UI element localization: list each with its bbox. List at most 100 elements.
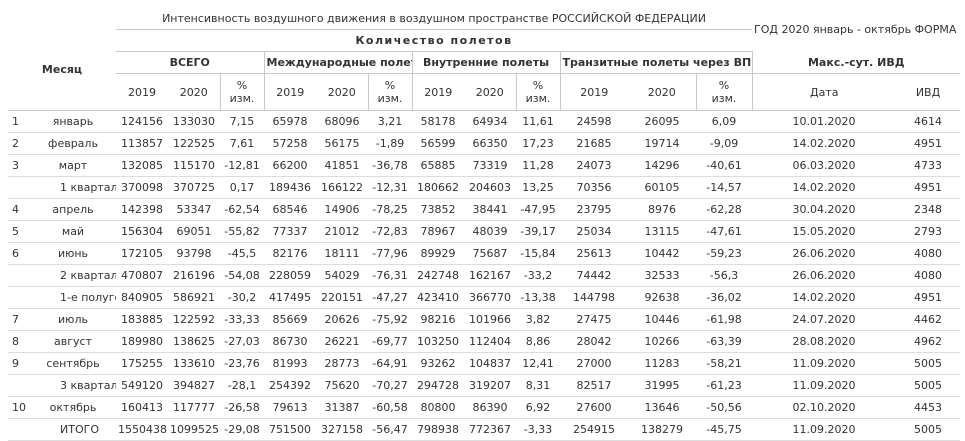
- cell-value: 17,23: [516, 132, 560, 155]
- cell-value: 23795: [560, 198, 628, 221]
- cell-value: -77,96: [368, 242, 412, 265]
- dom-pct-header: % изм.: [515, 73, 561, 111]
- cell-value: 4080: [896, 242, 961, 265]
- cell-value: 11.09.2020: [752, 374, 897, 397]
- cell-value: 10.01.2020: [752, 110, 897, 133]
- cell-value: -45,75: [696, 418, 753, 441]
- flights-count-header: Количество полетов: [116, 29, 753, 52]
- cell-value: 101966: [464, 308, 516, 331]
- cell-value: 21685: [560, 132, 628, 155]
- cell-value: 142398: [116, 198, 168, 221]
- cell-value: 70356: [560, 176, 628, 199]
- row-number: [8, 418, 30, 441]
- cell-value: 4462: [896, 308, 961, 331]
- row-number: 1: [8, 110, 30, 133]
- cell-value: 11283: [628, 352, 696, 375]
- cell-value: 132085: [116, 154, 168, 177]
- cell-value: 14296: [628, 154, 696, 177]
- row-number: [8, 264, 30, 287]
- cell-value: 13646: [628, 396, 696, 419]
- cell-value: 93798: [168, 242, 220, 265]
- group-header-row: ВСЕГО Международные полеты Внутренние по…: [8, 51, 961, 74]
- cell-value: 75620: [316, 374, 368, 397]
- cell-value: 78967: [412, 220, 464, 243]
- cell-value: -26,58: [220, 396, 264, 419]
- cell-value: 144798: [560, 286, 628, 309]
- cell-value: 4080: [896, 264, 961, 287]
- row-label: март: [30, 154, 116, 177]
- table-row: 4 апрель 142398 53347 -62,54 68546 14906 -78,25…: [8, 198, 961, 221]
- cell-value: 02.10.2020: [752, 396, 897, 419]
- row-label: 1 квартал: [30, 176, 116, 199]
- cell-value: -27,03: [220, 330, 264, 353]
- cell-value: 327158: [316, 418, 368, 441]
- cell-value: -28,1: [220, 374, 264, 397]
- cell-value: 216196: [168, 264, 220, 287]
- cell-value: 4951: [896, 176, 961, 199]
- cell-value: -12,81: [220, 154, 264, 177]
- cell-value: 5005: [896, 352, 961, 375]
- transit-pct-header: % изм.: [695, 73, 753, 111]
- cell-value: 417495: [264, 286, 316, 309]
- cell-value: 68096: [316, 110, 368, 133]
- cell-value: 180662: [412, 176, 464, 199]
- cell-value: 15.05.2020: [752, 220, 897, 243]
- report-title: Интенсивность воздушного движения в возд…: [116, 8, 753, 30]
- cell-value: 115170: [168, 154, 220, 177]
- cell-value: 89929: [412, 242, 464, 265]
- cell-value: 65885: [412, 154, 464, 177]
- cell-value: 4951: [896, 132, 961, 155]
- domestic-header: Внутренние полеты: [412, 51, 561, 74]
- cell-value: 10266: [628, 330, 696, 353]
- total-header: ВСЕГО: [116, 51, 265, 74]
- cell-value: -29,08: [220, 418, 264, 441]
- cell-value: -60,58: [368, 396, 412, 419]
- cell-value: 4733: [896, 154, 961, 177]
- cell-value: 3,21: [368, 110, 412, 133]
- row-number: 8: [8, 330, 30, 353]
- row-number: 7: [8, 308, 30, 331]
- year-header-row: 2019 2020 % изм. 2019 2020 % изм. 2019 202…: [8, 73, 961, 111]
- cell-value: -69,77: [368, 330, 412, 353]
- cell-value: 21012: [316, 220, 368, 243]
- cell-value: -64,91: [368, 352, 412, 375]
- intl-2019-header: 2019: [264, 73, 316, 111]
- cell-value: 122592: [168, 308, 220, 331]
- cell-value: 56175: [316, 132, 368, 155]
- row-label: ИТОГО: [30, 418, 116, 441]
- cell-value: 3,82: [516, 308, 560, 331]
- cell-value: 11.09.2020: [752, 418, 897, 441]
- max-daily-header: Макс.-сут. ИВД: [752, 51, 961, 74]
- cell-value: 242748: [412, 264, 464, 287]
- cell-value: -13,38: [516, 286, 560, 309]
- row-label: октябрь: [30, 396, 116, 419]
- cell-value: 28.08.2020: [752, 330, 897, 353]
- cell-value: -40,61: [696, 154, 753, 177]
- international-header: Международные полеты: [264, 51, 413, 74]
- cell-value: 175255: [116, 352, 168, 375]
- cell-value: -3,33: [516, 418, 560, 441]
- cell-value: 8,31: [516, 374, 560, 397]
- count-header-row: Месяц Количество полетов: [8, 29, 960, 111]
- cell-value: 81993: [264, 352, 316, 375]
- cell-value: -47,27: [368, 286, 412, 309]
- cell-value: 38441: [464, 198, 516, 221]
- cell-value: 28773: [316, 352, 368, 375]
- cell-value: -9,09: [696, 132, 753, 155]
- total-2019-header: 2019: [116, 73, 168, 111]
- table-row: 3 март 132085 115170 -12,81 66200 41851 -36,78 6…: [8, 154, 961, 177]
- row-number: 9: [8, 352, 30, 375]
- cell-value: 13115: [628, 220, 696, 243]
- cell-value: 1550438: [116, 418, 168, 441]
- cell-value: 189436: [264, 176, 316, 199]
- cell-value: 4614: [896, 110, 961, 133]
- table-row: 3 квартал 549120 394827 -28,1 254392 75620 -70…: [8, 374, 961, 397]
- cell-value: 11,61: [516, 110, 560, 133]
- cell-value: 122525: [168, 132, 220, 155]
- cell-value: 8976: [628, 198, 696, 221]
- cell-value: 6,92: [516, 396, 560, 419]
- cell-value: 73319: [464, 154, 516, 177]
- cell-value: 549120: [116, 374, 168, 397]
- row-number: [8, 286, 30, 309]
- cell-value: 138625: [168, 330, 220, 353]
